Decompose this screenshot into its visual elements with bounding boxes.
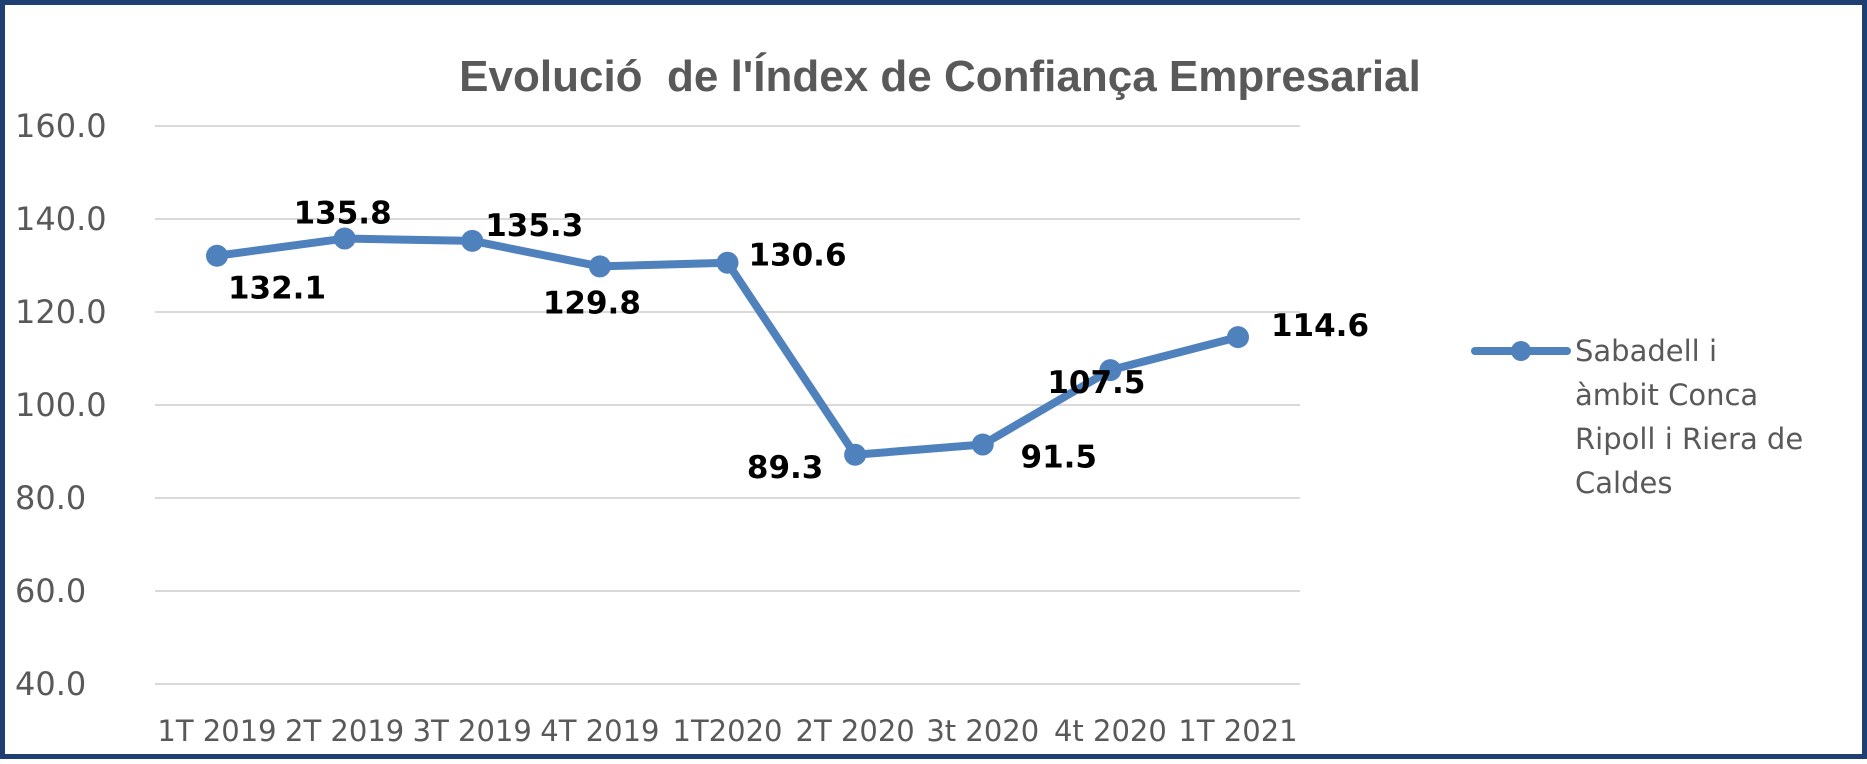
data-label: 129.8 [543,285,641,321]
x-tick-label: 2T 2020 [796,714,915,748]
y-tick-label: 160.0 [15,107,107,145]
y-tick-label: 120.0 [15,293,107,331]
data-point [1227,326,1249,349]
y-tick-label: 100.0 [15,386,107,424]
x-tick-label: 1T 2019 [157,714,276,748]
x-tick-label: 1T 2021 [1178,714,1297,748]
legend: Sabadell i àmbit Conca Ripoll i Riera de Ca… [1471,334,1803,500]
y-axis-tick-labels: 40.0 60.0 80.0 100.0 120.0 140.0 160.0 [15,107,107,703]
data-point [971,433,994,456]
data-label: 107.5 [1047,365,1145,401]
series-sabadell [206,227,1249,466]
data-label: 114.6 [1271,308,1369,344]
y-tick-label: 60.0 [15,572,86,610]
chart-title: Evolució de l'Índex de Confiança Empresa… [459,51,1421,101]
x-axis-tick-labels: 1T 2019 2T 2019 3T 2019 4T 2019 1T2020 2T 202… [157,714,1297,748]
data-label: 135.8 [294,196,392,232]
x-tick-label: 2T 2019 [285,714,404,748]
legend-label: Ripoll i Riera de [1575,422,1803,456]
data-label: 91.5 [1021,440,1098,476]
legend-label: Caldes [1575,466,1672,500]
x-tick-label: 3t 2020 [926,714,1039,748]
x-tick-label: 4t 2020 [1054,714,1167,748]
x-tick-label: 1T2020 [673,714,783,748]
data-point [844,443,867,466]
legend-marker [1511,341,1531,361]
data-labels: 132.1 135.8 135.3 129.8 130.6 89.3 91.5 107.5 11… [228,196,1369,486]
data-point [1099,359,1122,382]
data-label: 89.3 [747,450,824,486]
data-label: 132.1 [228,271,326,307]
data-point [461,229,484,252]
legend-label: Sabadell i [1575,334,1717,368]
x-tick-label: 4T 2019 [540,714,659,748]
legend-label: àmbit Conca [1575,378,1758,412]
line-chart: Evolució de l'Índex de Confiança Empresa… [15,51,1803,748]
data-point [588,255,611,278]
data-label: 135.3 [485,208,583,244]
gridlines [155,125,1300,685]
data-label: 130.6 [748,238,846,274]
y-tick-label: 40.0 [15,665,86,703]
data-point [333,227,356,250]
x-tick-label: 3T 2019 [413,714,532,748]
y-tick-label: 80.0 [15,479,86,517]
data-point [716,251,739,274]
data-point [206,244,228,267]
y-tick-label: 140.0 [15,200,107,238]
